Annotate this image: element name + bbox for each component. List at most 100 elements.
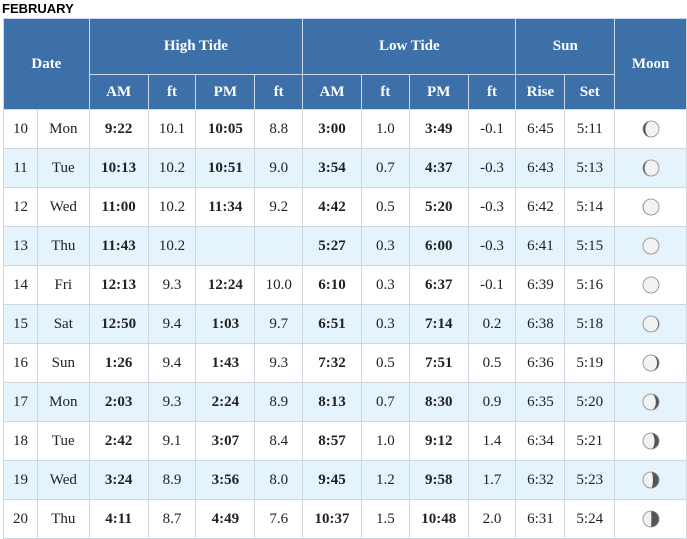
- low-am-height-cell: 1.5: [360, 499, 410, 539]
- high-am-time-cell: 1:26: [88, 343, 149, 383]
- low-am-time-cell: 8:57: [302, 421, 362, 461]
- sunrise-cell: 6:42: [515, 187, 566, 227]
- high-pm-height-cell: 8.9: [254, 382, 304, 422]
- low-am-time-cell: 6:51: [302, 304, 362, 344]
- low-am-time-cell: 7:32: [302, 343, 362, 383]
- table-row: 11 Tue 10:13 10.2 10:51 9.0 3:54 0.7 4:37 -0.3 6:4…: [3, 148, 687, 188]
- table-row: 13 Thu 11:43 10.2 5:27 0.3 6:00 -0.3 6:41 5:15: [3, 226, 687, 266]
- high-am-height-cell: 10.2: [147, 148, 197, 188]
- low-pm-height-cell: -0.3: [467, 148, 517, 188]
- low-am-time-cell: 4:42: [302, 187, 362, 227]
- high-am-height-cell: 9.1: [147, 421, 197, 461]
- low-am-height-cell: 0.3: [360, 304, 410, 344]
- high-pm-time-cell: 1:03: [195, 304, 256, 344]
- low-pm-height-cell: 2.0: [467, 499, 517, 539]
- moon-waxing-gibbous-icon: [642, 159, 660, 177]
- table-row: 14 Fri 12:13 9.3 12:24 10.0 6:10 0.3 6:37 -0.1 6:3…: [3, 265, 687, 305]
- table-row: 20 Thu 4:11 8.7 4:49 7.6 10:37 1.5 10:48 2.0 6:31 5…: [3, 499, 687, 539]
- weekday-cell: Tue: [36, 421, 90, 461]
- moon-full-icon: [642, 237, 660, 255]
- sunset-cell: 5:15: [564, 226, 616, 266]
- low-pm-time-cell: 3:49: [408, 109, 469, 149]
- sunset-cell: 5:13: [564, 148, 616, 188]
- moon-waning-gibbous-icon: [642, 393, 660, 411]
- date-day-cell: 18: [3, 421, 38, 461]
- table-row: 19 Wed 3:24 8.9 3:56 8.0 9:45 1.2 9:58 1.7 6:32 5:2…: [3, 460, 687, 500]
- low-pm-time-cell: 6:00: [408, 226, 469, 266]
- date-day-cell: 17: [3, 382, 38, 422]
- weekday-cell: Thu: [36, 499, 90, 539]
- low-pm-height-cell: -0.1: [467, 265, 517, 305]
- moon-phase-cell: [614, 265, 687, 305]
- high-pm-ft-header: ft: [254, 74, 304, 110]
- high-am-height-cell: 10.2: [147, 226, 197, 266]
- weekday-cell: Fri: [36, 265, 90, 305]
- table-row: 12 Wed 11:00 10.2 11:34 9.2 4:42 0.5 5:20 -0.3 6:4…: [3, 187, 687, 227]
- high-am-height-cell: 8.7: [147, 499, 197, 539]
- moon-waning-gibbous-icon: [642, 432, 660, 450]
- moon-phase-cell: [614, 226, 687, 266]
- high-am-height-cell: 10.1: [147, 109, 197, 149]
- low-am-header: AM: [302, 74, 362, 110]
- low-pm-header: PM: [408, 74, 469, 110]
- low-pm-height-cell: 0.9: [467, 382, 517, 422]
- low-am-time-cell: 10:37: [302, 499, 362, 539]
- sunset-cell: 5:18: [564, 304, 616, 344]
- low-am-height-cell: 0.5: [360, 343, 410, 383]
- low-pm-height-cell: 0.2: [467, 304, 517, 344]
- moon-phase-cell: [614, 499, 687, 539]
- low-am-time-cell: 6:10: [302, 265, 362, 305]
- sunrise-cell: 6:41: [515, 226, 566, 266]
- high-am-ft-header: ft: [147, 74, 197, 110]
- sunset-cell: 5:19: [564, 343, 616, 383]
- sunset-cell: 5:11: [564, 109, 616, 149]
- moon-phase-cell: [614, 148, 687, 188]
- date-day-cell: 14: [3, 265, 38, 305]
- low-pm-height-cell: -0.3: [467, 187, 517, 227]
- high-pm-time-cell: 12:24: [195, 265, 256, 305]
- sunrise-cell: 6:35: [515, 382, 566, 422]
- low-am-time-cell: 9:45: [302, 460, 362, 500]
- sunrise-header: Rise: [515, 74, 566, 110]
- high-am-height-cell: 9.4: [147, 304, 197, 344]
- weekday-cell: Wed: [36, 187, 90, 227]
- moon-phase-cell: [614, 343, 687, 383]
- high-am-time-cell: 9:22: [88, 109, 149, 149]
- high-am-time-cell: 11:43: [88, 226, 149, 266]
- date-day-cell: 15: [3, 304, 38, 344]
- moon-phase-cell: [614, 187, 687, 227]
- sunset-cell: 5:20: [564, 382, 616, 422]
- high-pm-height-cell: 8.8: [254, 109, 304, 149]
- high-pm-height-cell: 10.0: [254, 265, 304, 305]
- date-day-cell: 12: [3, 187, 38, 227]
- high-pm-height-cell: 8.4: [254, 421, 304, 461]
- weekday-cell: Tue: [36, 148, 90, 188]
- high-pm-height-cell: 9.3: [254, 343, 304, 383]
- date-day-cell: 11: [3, 148, 38, 188]
- sunset-cell: 5:24: [564, 499, 616, 539]
- table-row: 15 Sat 12:50 9.4 1:03 9.7 6:51 0.3 7:14 0.2 6:38 5:…: [3, 304, 687, 344]
- low-am-height-cell: 0.7: [360, 382, 410, 422]
- low-pm-height-cell: 0.5: [467, 343, 517, 383]
- high-am-height-cell: 10.2: [147, 187, 197, 227]
- high-am-height-cell: 9.3: [147, 382, 197, 422]
- weekday-cell: Thu: [36, 226, 90, 266]
- date-day-cell: 16: [3, 343, 38, 383]
- high-pm-height-cell: 9.7: [254, 304, 304, 344]
- moon-phase-cell: [614, 382, 687, 422]
- low-pm-time-cell: 7:51: [408, 343, 469, 383]
- moon-full-icon: [642, 198, 660, 216]
- low-am-time-cell: 3:00: [302, 109, 362, 149]
- low-am-ft-header: ft: [360, 74, 410, 110]
- moon-waning-gibbous-icon: [642, 354, 660, 372]
- low-am-height-cell: 1.0: [360, 421, 410, 461]
- low-am-time-cell: 8:13: [302, 382, 362, 422]
- high-pm-time-cell: 3:56: [195, 460, 256, 500]
- low-pm-time-cell: 8:30: [408, 382, 469, 422]
- high-pm-time-cell: 1:43: [195, 343, 256, 383]
- sunset-cell: 5:14: [564, 187, 616, 227]
- moon-last-quarter-icon: [642, 510, 660, 528]
- low-pm-height-cell: 1.7: [467, 460, 517, 500]
- sunset-cell: 5:23: [564, 460, 616, 500]
- high-tide-header: High Tide: [88, 18, 304, 75]
